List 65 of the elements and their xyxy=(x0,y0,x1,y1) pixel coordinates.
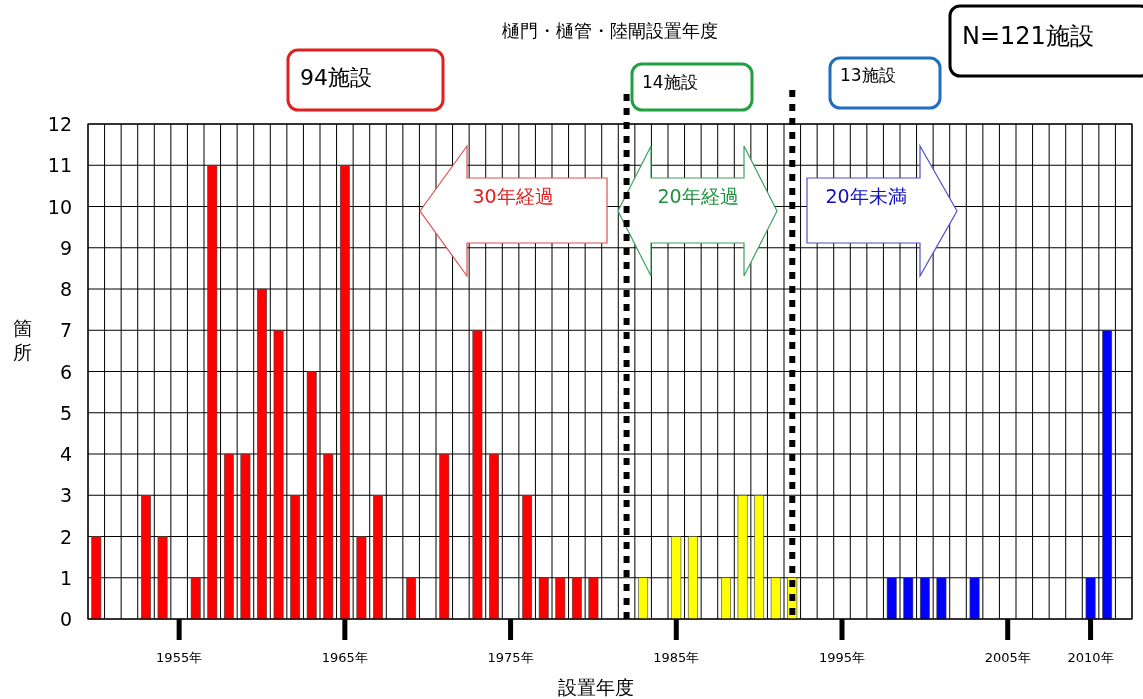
bar xyxy=(588,577,599,620)
x-tick-label: 1975年 xyxy=(487,650,534,665)
bar xyxy=(538,577,549,620)
y-tick-label: 6 xyxy=(59,360,72,383)
y-tick-label: 10 xyxy=(47,195,72,218)
bar xyxy=(936,577,947,620)
annotation: 20年経過 xyxy=(657,185,739,207)
bar xyxy=(190,577,201,620)
x-tick-label: 1995年 xyxy=(818,650,866,665)
bar xyxy=(919,577,930,620)
bar xyxy=(240,453,251,620)
bar xyxy=(306,371,317,620)
y-tick-label: 9 xyxy=(59,236,72,259)
y-tick-label: 1 xyxy=(59,566,72,589)
y-tick-label: 0 xyxy=(59,608,72,630)
y-tick-label: 2 xyxy=(59,525,72,548)
bar xyxy=(439,453,450,620)
bar xyxy=(257,288,267,620)
bar xyxy=(91,536,102,620)
bar xyxy=(207,164,218,620)
y-tick-label: 5 xyxy=(59,401,72,424)
bar xyxy=(1102,329,1113,620)
x-tick-label: 1965年 xyxy=(321,650,368,665)
text: 13施設 xyxy=(840,65,896,85)
bar xyxy=(969,577,980,620)
bar xyxy=(687,536,698,620)
x-tick-label: 2010年 xyxy=(1067,650,1114,665)
x-tick-label: 1985年 xyxy=(653,650,700,665)
bar xyxy=(406,577,417,620)
bar xyxy=(141,494,151,620)
bar xyxy=(638,577,649,620)
x-tick-label: 1955年 xyxy=(156,650,203,665)
bar xyxy=(903,577,914,620)
bar xyxy=(754,494,765,620)
bar xyxy=(737,494,748,620)
text: 14施設 xyxy=(642,72,698,92)
y-tick-label: 3 xyxy=(59,484,72,507)
bar xyxy=(886,577,897,620)
bar xyxy=(555,577,566,620)
bar xyxy=(373,494,383,620)
y-tick-label: 8 xyxy=(59,278,72,300)
text: 94施設 xyxy=(300,65,372,90)
bar xyxy=(571,577,582,620)
bar xyxy=(273,329,284,620)
y-tick-label: 11 xyxy=(47,154,72,177)
bar xyxy=(157,536,168,620)
x-tick-label: 2005年 xyxy=(984,650,1031,665)
x-axis-title: 設置年度 xyxy=(558,676,634,698)
y-tick-label: 7 xyxy=(59,319,72,342)
bar xyxy=(290,494,301,620)
bar xyxy=(223,453,234,620)
bar xyxy=(522,494,533,620)
y-tick-label: 12 xyxy=(47,113,72,135)
bar xyxy=(472,329,483,620)
y-axis-title: 箇所 xyxy=(12,317,32,363)
annotation: 20年未満 xyxy=(825,185,907,207)
annotation: 30年経過 xyxy=(472,185,554,207)
bar xyxy=(770,577,781,620)
bar xyxy=(489,453,499,620)
bar xyxy=(356,536,367,620)
bar xyxy=(721,577,731,620)
text: N=121施設 xyxy=(962,22,1094,50)
y-tick-label: 4 xyxy=(59,443,72,465)
bar xyxy=(323,453,334,620)
chart-title: 樋門・樋管・陸閘設置年度 xyxy=(502,20,718,41)
